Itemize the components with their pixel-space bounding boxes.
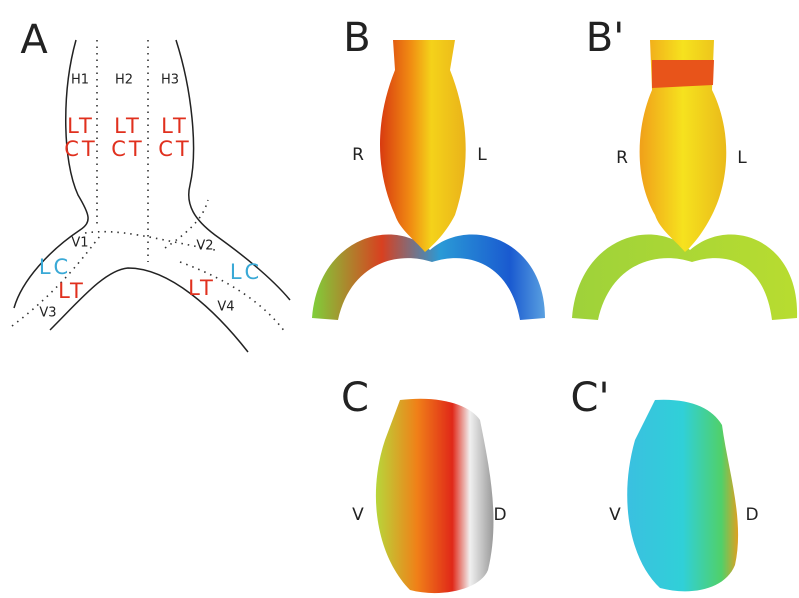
marker-label: LT bbox=[188, 276, 216, 300]
panel-c-prime-model bbox=[627, 400, 738, 592]
marker-label: LT bbox=[67, 114, 95, 138]
marker-label: CT bbox=[111, 137, 145, 161]
panel-label: C bbox=[341, 375, 369, 421]
figure: A B B' C C' H1 H2 H3 LT LT LT CT CT CT V… bbox=[0, 0, 799, 598]
marker-label: CT bbox=[64, 137, 98, 161]
panel-label: C' bbox=[571, 375, 610, 421]
side-label: R bbox=[352, 145, 364, 165]
region-label: H3 bbox=[161, 73, 179, 88]
side-label: D bbox=[745, 505, 758, 525]
region-label: H1 bbox=[71, 73, 89, 88]
panel-labels: A B B' C C' bbox=[20, 15, 624, 421]
marker-label: CT bbox=[158, 137, 192, 161]
side-label: D bbox=[493, 505, 506, 525]
marker-label: LC bbox=[230, 260, 262, 284]
region-label: V2 bbox=[196, 239, 213, 254]
panel-a-labels: H1 H2 H3 LT LT LT CT CT CT V1 V2 LC LC L… bbox=[39, 73, 262, 321]
side-label: V bbox=[352, 505, 364, 525]
region-label: H2 bbox=[115, 73, 133, 88]
panel-b-model bbox=[312, 40, 545, 320]
marker-label: LC bbox=[39, 255, 71, 279]
marker-label: LT bbox=[161, 114, 189, 138]
panel-label: B bbox=[343, 15, 370, 61]
marker-label: LT bbox=[58, 279, 86, 303]
marker-label: LT bbox=[114, 114, 142, 138]
panel-label: B' bbox=[586, 15, 624, 61]
region-label: V3 bbox=[39, 306, 56, 321]
side-label: V bbox=[609, 505, 621, 525]
panel-b-prime-model bbox=[572, 40, 797, 320]
side-label: R bbox=[616, 148, 628, 168]
side-label: L bbox=[737, 148, 747, 168]
side-label: L bbox=[477, 145, 487, 165]
panel-c-model bbox=[376, 399, 494, 593]
panel-label: A bbox=[20, 17, 48, 63]
region-label: V4 bbox=[217, 300, 234, 315]
region-label: V1 bbox=[71, 236, 88, 251]
